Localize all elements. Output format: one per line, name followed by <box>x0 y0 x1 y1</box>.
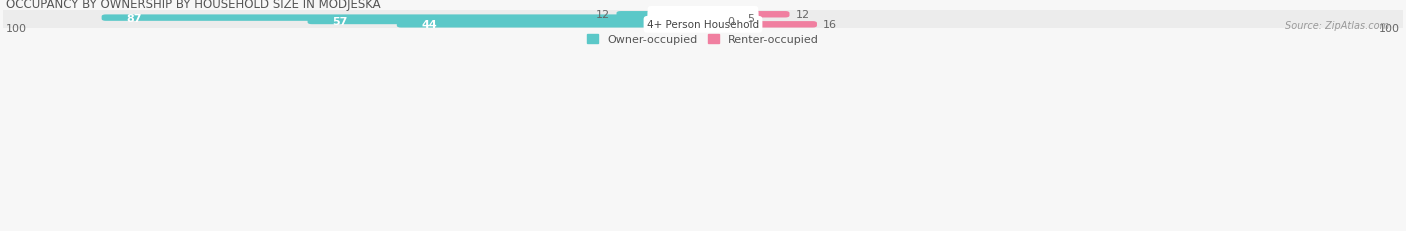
FancyBboxPatch shape <box>699 19 721 25</box>
FancyBboxPatch shape <box>308 19 707 25</box>
Text: 3-Person Household: 3-Person Household <box>651 17 755 27</box>
Text: 12: 12 <box>796 10 810 20</box>
Text: OCCUPANCY BY OWNERSHIP BY HOUSEHOLD SIZE IN MODJESKA: OCCUPANCY BY OWNERSHIP BY HOUSEHOLD SIZE… <box>6 0 381 11</box>
FancyBboxPatch shape <box>0 10 1406 21</box>
FancyBboxPatch shape <box>396 22 707 28</box>
Text: 16: 16 <box>823 20 837 30</box>
FancyBboxPatch shape <box>616 12 707 18</box>
Text: 2-Person Household: 2-Person Household <box>651 14 755 24</box>
FancyBboxPatch shape <box>699 15 741 22</box>
FancyBboxPatch shape <box>0 13 1406 24</box>
Text: 44: 44 <box>422 20 437 30</box>
FancyBboxPatch shape <box>0 20 1406 31</box>
Text: 1-Person Household: 1-Person Household <box>651 10 755 20</box>
Text: 57: 57 <box>332 17 347 27</box>
Text: 100: 100 <box>1379 23 1400 33</box>
FancyBboxPatch shape <box>699 22 817 28</box>
FancyBboxPatch shape <box>0 16 1406 27</box>
Text: 5: 5 <box>748 14 755 24</box>
Legend: Owner-occupied, Renter-occupied: Owner-occupied, Renter-occupied <box>586 35 820 45</box>
FancyBboxPatch shape <box>101 15 707 22</box>
Text: 12: 12 <box>596 10 610 20</box>
Text: 100: 100 <box>6 23 27 33</box>
FancyBboxPatch shape <box>699 12 790 18</box>
Text: Source: ZipAtlas.com: Source: ZipAtlas.com <box>1285 21 1389 31</box>
Text: 0: 0 <box>727 17 734 27</box>
Text: 87: 87 <box>127 14 142 24</box>
Text: 4+ Person Household: 4+ Person Household <box>647 20 759 30</box>
